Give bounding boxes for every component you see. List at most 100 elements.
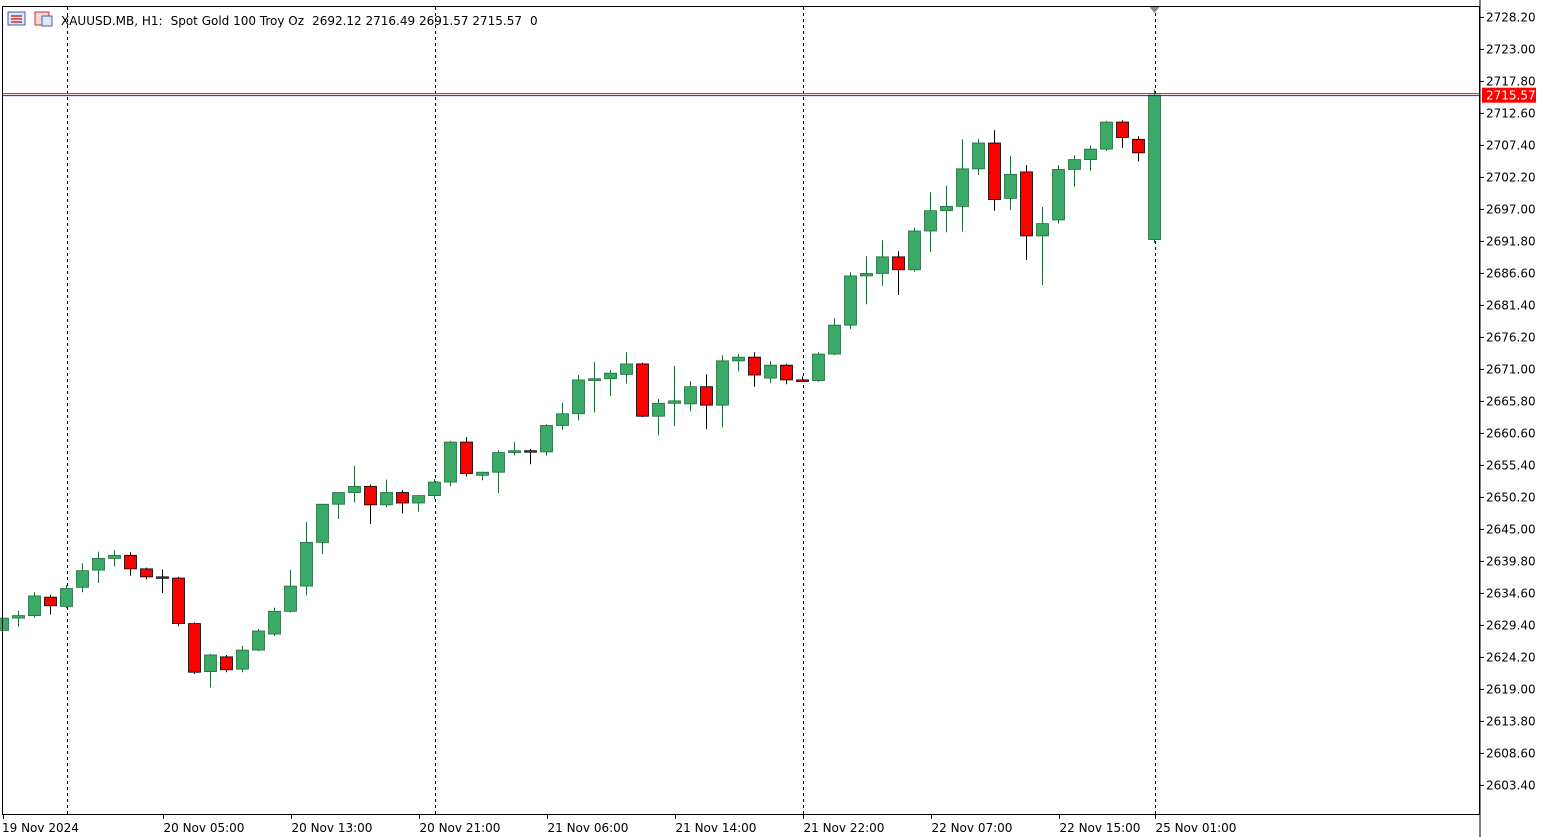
- candle: [300, 522, 313, 596]
- candle-body: [268, 610, 281, 635]
- candle-body: [428, 481, 441, 497]
- y-tick-label: 2655.40: [1486, 458, 1536, 472]
- candle: [364, 484, 377, 524]
- candle: [348, 466, 361, 503]
- candle-body: [604, 372, 617, 380]
- candle-body: [684, 386, 697, 405]
- candle: [428, 479, 441, 500]
- candle: [204, 653, 217, 688]
- candle: [652, 399, 665, 436]
- y-tick-label: 2717.80: [1486, 74, 1536, 88]
- candle-body: [236, 649, 249, 670]
- candle: [540, 424, 553, 456]
- candle: [188, 622, 201, 675]
- candle: [380, 479, 393, 508]
- chart-list-icon[interactable]: [7, 11, 26, 26]
- candle-body: [12, 615, 25, 619]
- candle: [108, 550, 121, 567]
- candle-body: [460, 441, 473, 474]
- candle: [844, 272, 857, 329]
- y-tick-label: 2660.60: [1486, 426, 1536, 440]
- candle: [828, 318, 841, 356]
- candle-body: [860, 273, 873, 277]
- candle: [1148, 89, 1161, 243]
- x-tick-label: 19 Nov 2024: [2, 821, 79, 835]
- candle: [460, 437, 473, 477]
- y-tick-label: 2639.80: [1486, 554, 1536, 568]
- candle-body: [556, 413, 569, 426]
- candle-body: [700, 386, 713, 406]
- candle-body: [780, 364, 793, 381]
- candle: [940, 185, 953, 233]
- candle: [12, 610, 25, 627]
- candle-body: [828, 324, 841, 355]
- chart-header: XAUUSD.MB, H1: Spot Gold 100 Troy Oz 2692.…: [61, 14, 538, 28]
- candle: [924, 192, 937, 252]
- candle-body: [1004, 173, 1017, 199]
- candle: [636, 362, 649, 417]
- header-ohlc: 2692.12 2716.49 2691.57 2715.57: [312, 14, 522, 28]
- candle-body: [124, 554, 137, 570]
- candle: [316, 503, 329, 555]
- candle: [172, 576, 185, 627]
- candle: [892, 251, 905, 295]
- price-axis: 2728.20 2723.00 2717.80 2712.60 2707.40 2702.…: [1480, 10, 1536, 792]
- candle-body: [812, 353, 825, 381]
- candle-body: [924, 210, 937, 232]
- y-tick-label: 2697.00: [1486, 202, 1536, 216]
- candle-body: [652, 402, 665, 417]
- last-price-lines: [2, 7, 1480, 97]
- y-tick-label: 2650.20: [1486, 490, 1536, 504]
- candle-body: [1148, 94, 1161, 240]
- candle-body: [140, 568, 153, 578]
- candle: [444, 440, 457, 487]
- candle: [1004, 155, 1017, 211]
- time-axis: 19 Nov 2024 20 Nov 05:00 20 Nov 13:00 20 No…: [2, 815, 1236, 835]
- candle: [764, 360, 777, 383]
- candle: [604, 370, 617, 396]
- y-tick-label: 2665.80: [1486, 394, 1536, 408]
- candle-body: [300, 541, 313, 587]
- candle: [812, 352, 825, 382]
- candle-body: [732, 356, 745, 362]
- candle-body: [540, 425, 553, 453]
- candle-body: [988, 142, 1001, 201]
- candle: [28, 592, 41, 618]
- candle-body: [764, 364, 777, 379]
- candle-body: [972, 142, 985, 170]
- last-price-label: 2715.57: [1486, 89, 1536, 103]
- header-volume: 0: [530, 14, 538, 28]
- y-tick-label: 2681.40: [1486, 298, 1536, 312]
- candle: [412, 495, 425, 512]
- candle-body: [1020, 171, 1033, 237]
- candle-body: [220, 656, 233, 671]
- candle: [396, 490, 409, 514]
- candle: [876, 240, 889, 286]
- candle: [796, 376, 809, 382]
- candle-body: [60, 588, 73, 607]
- x-tick-label: 21 Nov 06:00: [548, 821, 629, 835]
- candle: [988, 130, 1001, 211]
- candle: [748, 352, 761, 387]
- candle: [972, 138, 985, 175]
- candle: [252, 629, 265, 652]
- candle-body: [412, 495, 425, 504]
- candle: [716, 355, 729, 428]
- candle: [956, 139, 969, 232]
- candle: [668, 365, 681, 427]
- candle-body: [572, 379, 585, 415]
- chart-window-icon[interactable]: [34, 11, 53, 27]
- candle: [476, 471, 489, 481]
- candle-body: [1116, 121, 1129, 138]
- candle-body: [252, 630, 265, 651]
- candle-body: [940, 205, 953, 212]
- candles: [0, 89, 1161, 688]
- candle: [492, 450, 505, 494]
- candle-body: [620, 363, 633, 375]
- y-tick-label: 2603.40: [1486, 778, 1536, 792]
- y-tick-label: 2634.60: [1486, 586, 1536, 600]
- candle-body: [380, 492, 393, 506]
- header-description: Spot Gold 100 Troy Oz: [171, 14, 304, 28]
